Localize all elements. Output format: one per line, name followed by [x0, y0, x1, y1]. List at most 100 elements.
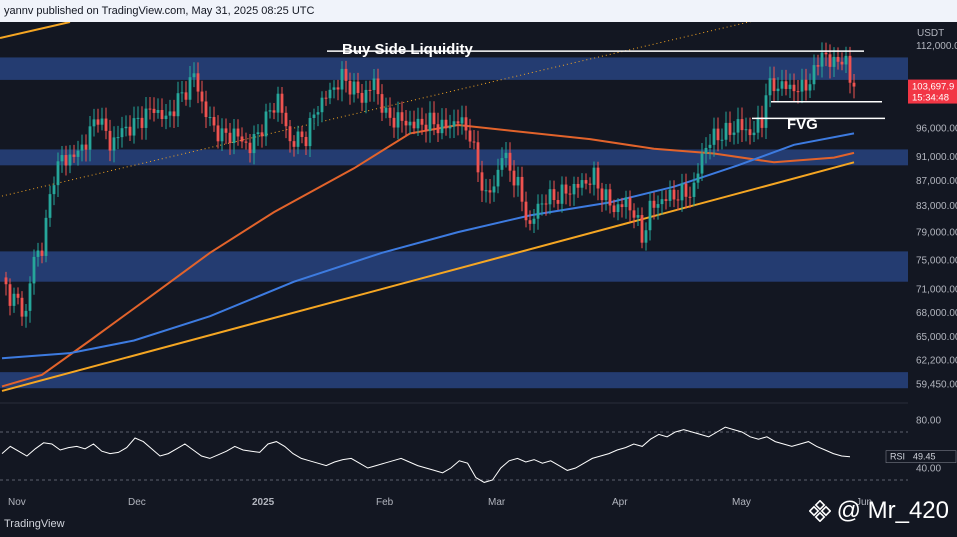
candle-body: [628, 197, 632, 211]
candle: [348, 72, 352, 105]
candle: [260, 124, 264, 148]
price-tick: 91,000.00: [916, 152, 957, 163]
candle-body: [368, 89, 372, 91]
candle: [744, 117, 748, 142]
candle-body: [384, 107, 388, 113]
candle-body: [16, 293, 20, 298]
candle-body: [104, 118, 108, 131]
candle-body: [188, 77, 192, 100]
candle-body: [552, 189, 556, 201]
candle-body: [340, 68, 344, 90]
candle: [72, 144, 76, 163]
candle: [112, 126, 116, 163]
candle-body: [800, 79, 804, 92]
rsi-tick: 80.00: [916, 416, 941, 427]
candle-body: [36, 250, 40, 257]
candle: [244, 132, 248, 150]
candle: [532, 209, 536, 233]
candle: [432, 101, 436, 136]
candle: [144, 96, 148, 140]
candle: [140, 106, 144, 140]
candle-body: [112, 137, 116, 151]
candle: [616, 198, 620, 221]
candle: [188, 66, 192, 108]
candle: [24, 303, 28, 328]
candle: [236, 119, 240, 146]
candle: [284, 106, 288, 139]
candle-body: [520, 176, 524, 202]
candle-body: [608, 189, 612, 206]
candle-body: [100, 118, 104, 125]
candle: [44, 209, 48, 263]
candle-body: [212, 117, 216, 126]
candle: [344, 60, 348, 93]
candle-body: [492, 186, 496, 193]
candle: [264, 103, 268, 146]
candle: [228, 123, 232, 155]
candle: [184, 81, 188, 106]
candle: [600, 182, 604, 212]
candle-body: [300, 131, 304, 137]
candle: [364, 80, 368, 114]
candle: [360, 84, 364, 112]
candle-body: [540, 203, 544, 205]
candle: [592, 161, 596, 196]
candle: [104, 107, 108, 140]
candle: [736, 107, 740, 144]
footer-bar: [0, 512, 957, 537]
candle: [752, 121, 756, 142]
candle: [224, 118, 228, 145]
candle: [524, 191, 528, 228]
candle: [212, 106, 216, 132]
candle-body: [76, 150, 80, 157]
candle-body: [72, 154, 76, 157]
candle-body: [108, 130, 112, 151]
candle-body: [772, 78, 776, 92]
candle-body: [292, 141, 296, 147]
candle: [548, 180, 552, 215]
candle-body: [216, 125, 220, 142]
candle-body: [484, 190, 488, 192]
candle: [700, 142, 704, 181]
candle-body: [20, 297, 24, 317]
candle-body: [232, 128, 236, 144]
candle: [780, 69, 784, 96]
watermark-text: @ Mr_420: [836, 497, 949, 524]
candle: [848, 46, 852, 94]
candle: [208, 106, 212, 127]
candle-body: [164, 115, 168, 120]
time-axis[interactable]: Nov Dec 2025 Feb Mar Apr May Jun: [8, 497, 872, 508]
candle: [796, 80, 800, 104]
candle-body: [180, 92, 184, 94]
candle: [852, 74, 856, 99]
candle-body: [120, 128, 124, 138]
candle-body: [760, 117, 764, 128]
candle-body: [336, 87, 340, 90]
candle-body: [396, 112, 400, 128]
price-tick: 68,000.00: [916, 308, 957, 319]
candle: [328, 82, 332, 105]
candle-body: [844, 55, 848, 65]
candle-body: [488, 190, 492, 193]
candle: [704, 137, 708, 164]
rsi-tick: 40.00: [916, 464, 941, 475]
candle-body: [420, 118, 424, 125]
candle-body: [324, 97, 328, 99]
candle-body: [460, 117, 464, 124]
candle: [640, 207, 644, 249]
candle: [304, 131, 308, 155]
candle: [428, 101, 432, 143]
current-price-value: 103,697.9: [912, 82, 954, 93]
candle-body: [12, 293, 16, 306]
candle-body: [736, 119, 740, 133]
candle: [64, 145, 68, 176]
candle: [760, 105, 764, 138]
candle: [108, 119, 112, 162]
candle: [256, 124, 260, 146]
candle: [272, 103, 276, 120]
candle: [668, 180, 672, 207]
candle: [636, 207, 640, 227]
candle: [268, 102, 272, 119]
candle: [468, 118, 472, 148]
time-tick: Feb: [376, 497, 394, 508]
